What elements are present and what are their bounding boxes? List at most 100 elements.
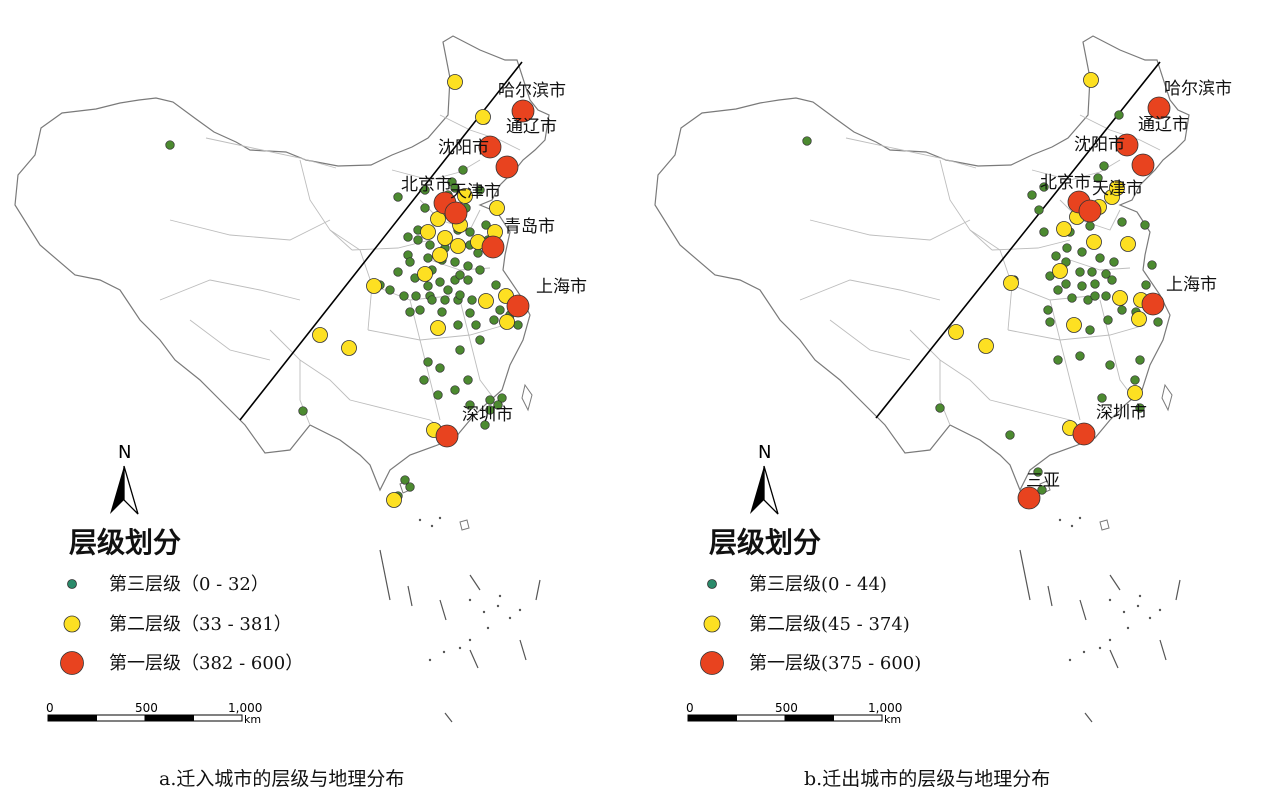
tier2-city-marker (312, 327, 328, 343)
tier3-city-marker (485, 395, 495, 405)
scale-tick-label: 1,000 (228, 701, 262, 715)
tier3-city-marker (1107, 275, 1117, 285)
scale-unit: km (884, 713, 901, 726)
tier1-city-marker (511, 99, 535, 123)
tier3-city-marker (1039, 227, 1049, 237)
island (1099, 519, 1110, 531)
tier3-city-marker (1051, 251, 1061, 261)
legend-symbol-tier1 (700, 651, 724, 675)
tier2-city-marker (978, 338, 994, 354)
north-letter: N (758, 442, 771, 463)
sea-boundary-segment (469, 574, 481, 591)
tier3-city-marker (423, 357, 433, 367)
south-china-sea-island (1058, 518, 1062, 522)
sea-boundary-segment (379, 549, 391, 601)
tier3-city-marker (393, 192, 403, 202)
tier3-city-marker (480, 420, 490, 430)
province-boundary (329, 229, 373, 331)
hu-line (239, 61, 523, 421)
scale-bar-segment (687, 714, 737, 722)
sea-boundary-segment (439, 599, 447, 621)
hu-line (875, 61, 1161, 419)
tier3-city-marker (1090, 291, 1100, 301)
tier1-city-marker (495, 155, 519, 179)
south-china-sea-island (428, 658, 432, 662)
tier3-city-marker (440, 295, 450, 305)
scale-tick-label: 500 (775, 701, 798, 715)
tier3-city-marker (493, 400, 503, 410)
province-boundary (1069, 259, 1131, 271)
tier3-city-marker (450, 385, 460, 395)
tier1-city-marker (1115, 133, 1139, 157)
tier1-city-marker (1147, 96, 1171, 120)
city-label: 哈尔滨市 (498, 81, 566, 101)
tier2-city-marker (1086, 234, 1102, 250)
tier1-city-marker (481, 235, 505, 259)
tier3-city-marker (435, 277, 445, 287)
province-boundary (799, 279, 941, 301)
caption-panel-a: a.迁入城市的层级与地理分布 (159, 768, 405, 790)
tier3-city-marker (1090, 279, 1100, 289)
tier3-city-marker (1101, 269, 1111, 279)
legend-title: 层级划分 (69, 526, 181, 559)
tier2-city-marker (1056, 221, 1072, 237)
north-arrow-icon (110, 466, 124, 514)
tier2-city-marker (420, 224, 436, 240)
province-boundary (269, 329, 351, 401)
south-china-sea-island (1122, 610, 1126, 614)
south-china-sea-island (518, 608, 522, 612)
tier3-city-marker (455, 290, 465, 300)
city-label: 通辽市 (1138, 115, 1189, 135)
tier3-city-marker (427, 295, 437, 305)
tier3-city-marker (437, 307, 447, 317)
city-label: 三亚 (1026, 471, 1060, 491)
city-label: 北京市 (401, 175, 452, 195)
sea-boundary-segment (1109, 574, 1121, 591)
tier3-city-marker (425, 240, 435, 250)
south-china-sea-island (1108, 638, 1112, 642)
province-boundary (909, 329, 991, 401)
legend-symbol-tier3 (67, 579, 77, 589)
tier3-city-marker (399, 291, 409, 301)
tier3-city-marker (1085, 221, 1095, 231)
legend-symbol-tier2 (63, 615, 81, 633)
city-label: 青岛市 (504, 217, 555, 237)
south-china-sea-island (1108, 598, 1112, 602)
city-label: 深圳市 (1096, 403, 1147, 423)
tier1-city-marker (444, 201, 468, 225)
legend-symbol-tier1 (60, 651, 84, 675)
sea-boundary-segment (535, 579, 541, 601)
scale-bar-segment (833, 714, 883, 722)
province-boundary (299, 159, 353, 251)
city-label: 上海市 (536, 277, 587, 297)
sea-boundary-segment (1079, 599, 1087, 621)
city-label: 哈尔滨市 (1164, 79, 1232, 99)
tier3-city-marker (1117, 217, 1127, 227)
tier3-city-marker (420, 185, 430, 195)
tier3-city-marker (463, 375, 473, 385)
tier2-city-marker (1120, 236, 1136, 252)
island (521, 383, 533, 412)
tier2-city-marker (948, 324, 964, 340)
legend-title: 层级划分 (709, 526, 821, 559)
tier2-city-marker (450, 238, 466, 254)
legend-label-tier3: 第三层级（0 - 32） (109, 574, 269, 595)
sea-boundary-segment (1019, 549, 1031, 601)
tier1-city-marker (1017, 486, 1041, 510)
tier2-city-marker (1131, 311, 1147, 327)
tier3-city-marker (413, 235, 423, 245)
sea-boundary-segment (444, 712, 453, 723)
tier3-city-marker (1095, 253, 1105, 263)
south-china-sea-island (1148, 616, 1152, 620)
tier3-city-marker (435, 363, 445, 373)
tier3-city-marker (513, 320, 523, 330)
tier2-city-marker (1003, 275, 1019, 291)
tier3-city-marker (1097, 393, 1107, 403)
legend-symbol-tier2 (703, 615, 721, 633)
tier2-city-marker (1052, 263, 1068, 279)
city-label: 天津市 (1092, 179, 1143, 199)
tier3-city-marker (405, 307, 415, 317)
tier1-city-marker (1131, 153, 1155, 177)
